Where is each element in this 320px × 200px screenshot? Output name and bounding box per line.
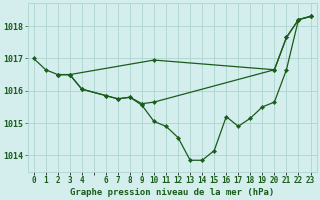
X-axis label: Graphe pression niveau de la mer (hPa): Graphe pression niveau de la mer (hPa) <box>70 188 274 197</box>
